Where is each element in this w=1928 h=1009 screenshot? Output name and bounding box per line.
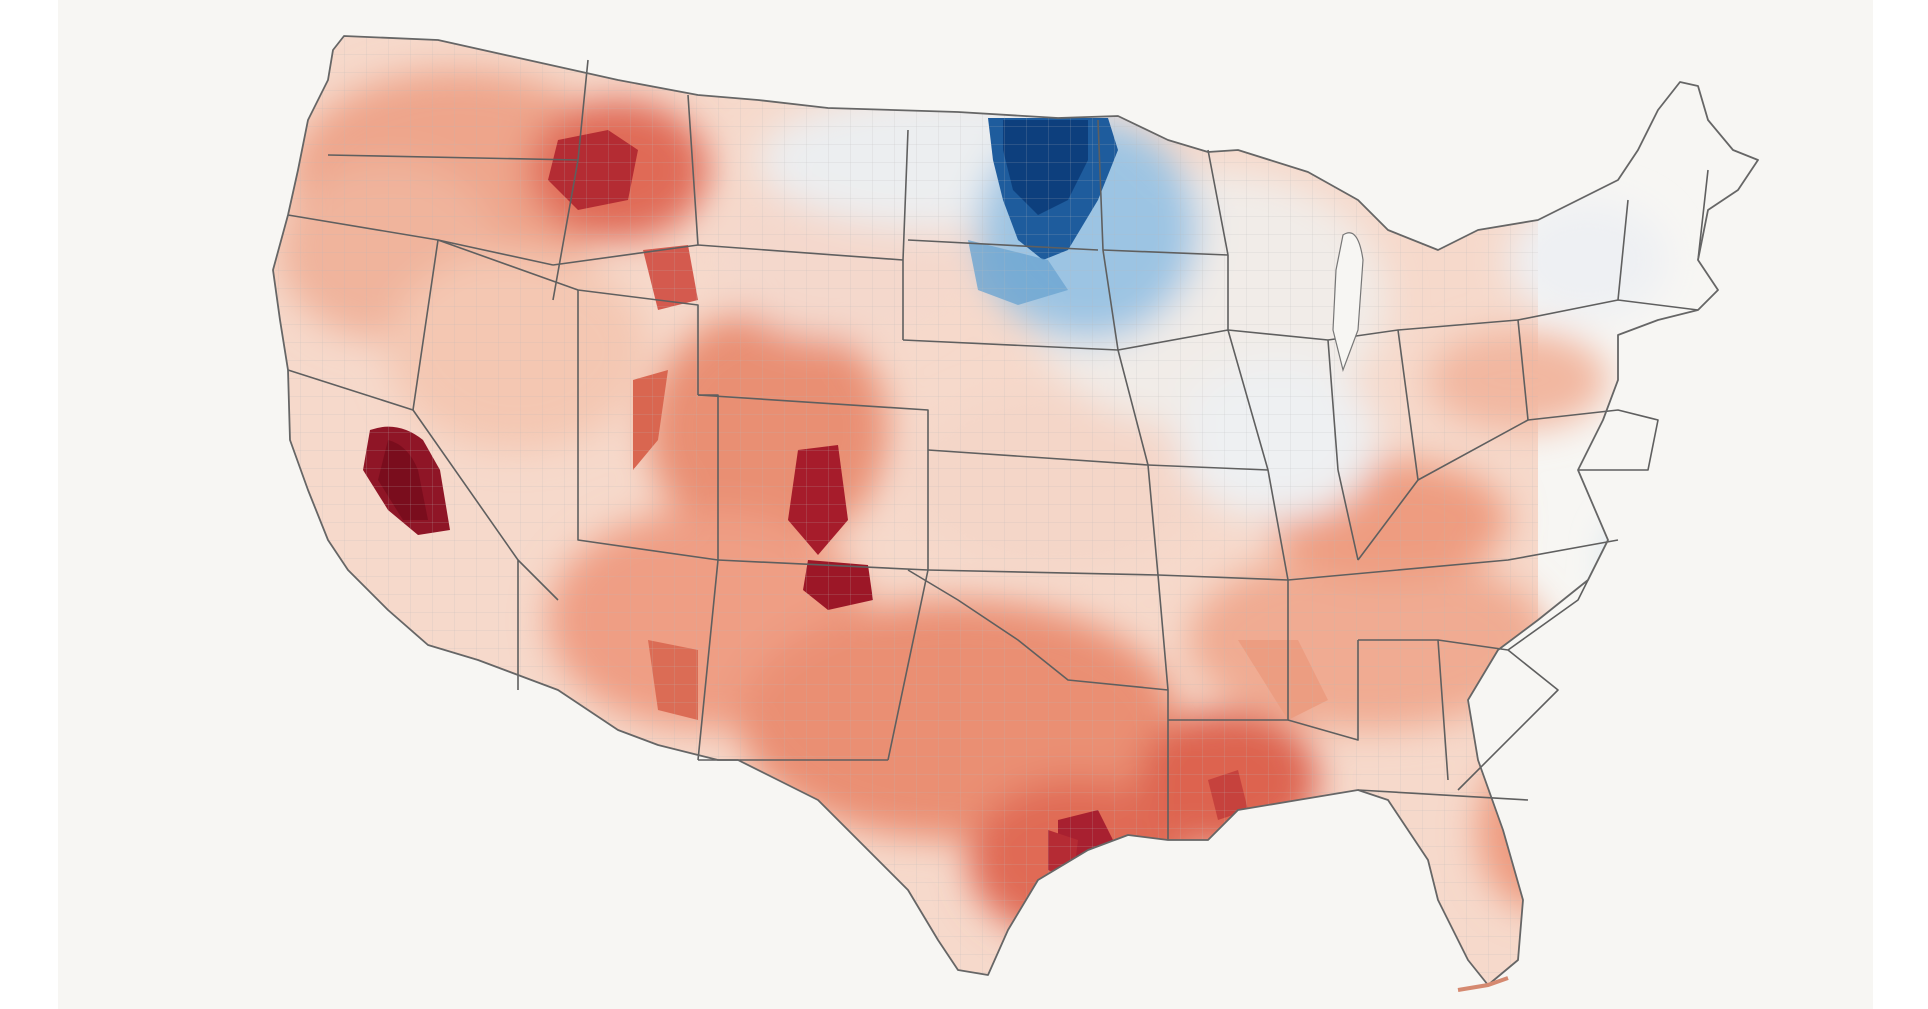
state-borders [287, 59, 1709, 840]
florida-keys [1457, 976, 1509, 992]
us-outline [272, 35, 1759, 986]
choropleth-fill [273, 36, 1738, 985]
us-county-choropleth-map [272, 35, 1759, 992]
map-panel [58, 0, 1873, 1009]
lake-michigan [1332, 232, 1364, 373]
